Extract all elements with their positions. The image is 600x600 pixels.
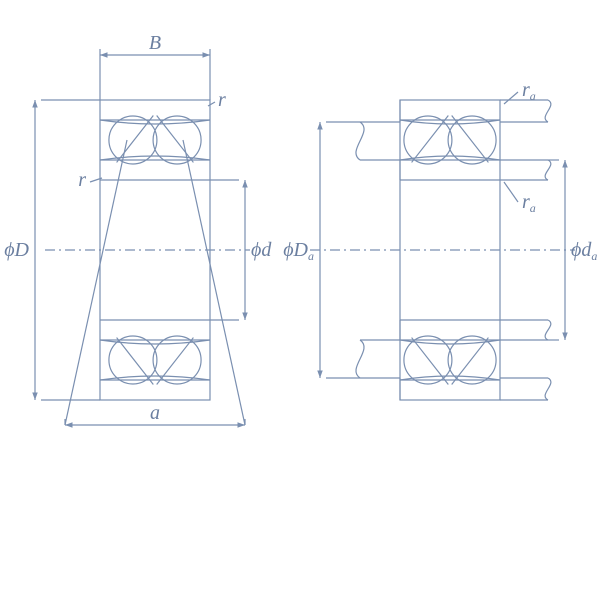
dim-B: B <box>149 32 161 54</box>
label-r-top: r <box>218 89 226 111</box>
label-ra-top: ra <box>522 79 536 103</box>
dim-phid: ϕd <box>251 239 272 261</box>
dim-phiD: ϕD <box>4 239 29 261</box>
label-r-left: r <box>78 169 86 191</box>
dim-phiDa: ϕDa <box>283 239 314 263</box>
dim-phida: ϕda <box>571 239 597 263</box>
label-ra-bot: ra <box>522 191 536 215</box>
bearing-diagram: BrraϕDϕdraraϕDaϕda <box>0 0 600 600</box>
dim-a: a <box>150 402 160 424</box>
